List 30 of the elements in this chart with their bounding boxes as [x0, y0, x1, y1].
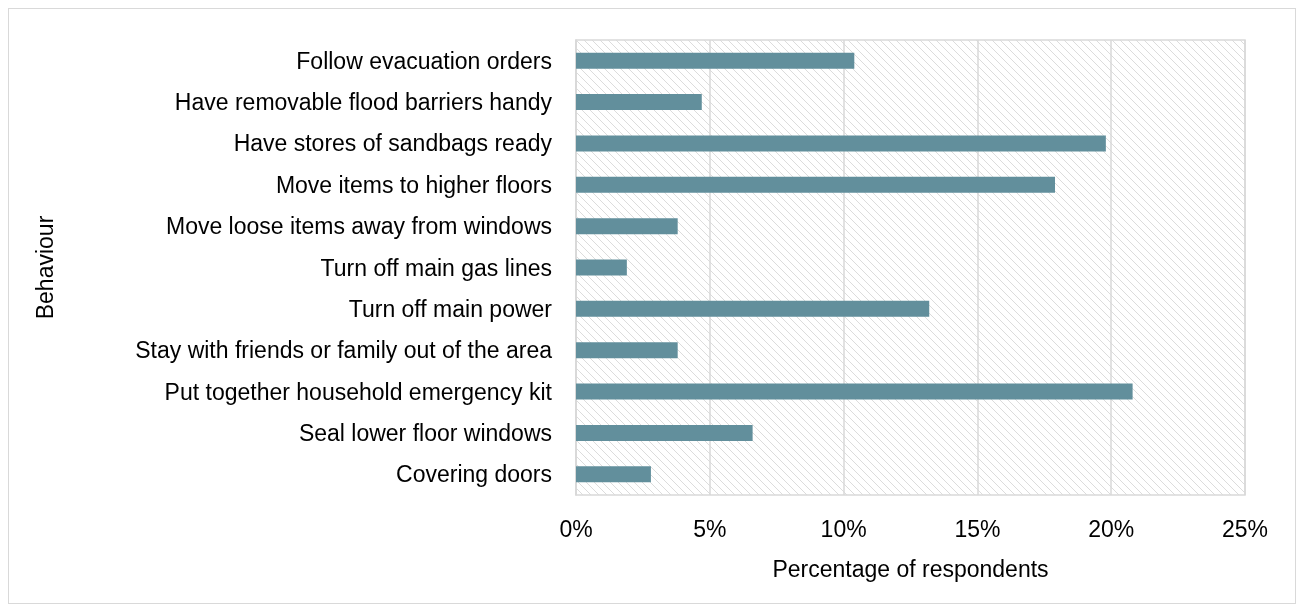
bar: [576, 300, 930, 317]
y-tick-label: Seal lower floor windows: [298, 419, 552, 446]
x-tick-label: 0%: [559, 515, 593, 542]
x-tick-label: 25%: [1221, 515, 1269, 542]
bar: [576, 342, 678, 359]
bar: [576, 259, 627, 276]
y-tick-label: Have removable flood barriers handy: [174, 89, 553, 116]
y-tick-label: Put together household emergency kit: [164, 378, 553, 405]
bar: [576, 424, 753, 441]
y-tick-label: Covering doors: [396, 461, 552, 488]
bar: [576, 94, 702, 111]
x-tick-label: 20%: [1088, 515, 1135, 542]
y-tick-label: Stay with friends or family out of the area: [135, 337, 553, 364]
y-tick-label: Follow evacuation orders: [296, 47, 552, 74]
y-tick-label: Turn off main power: [348, 295, 553, 322]
bar: [576, 218, 678, 235]
bar: [576, 135, 1106, 152]
x-tick-label: 10%: [820, 515, 867, 542]
x-tick-label: 5%: [693, 515, 727, 542]
x-axis-title: Percentage of respondents: [772, 555, 1049, 582]
bar: [576, 176, 1055, 193]
y-axis-title: Behaviour: [31, 215, 58, 320]
bar: [576, 383, 1133, 400]
y-tick-label: Move items to higher floors: [275, 171, 552, 198]
y-tick-label: Turn off main gas lines: [320, 254, 552, 281]
y-tick-label: Move loose items away from windows: [165, 213, 552, 240]
bar: [576, 466, 651, 483]
y-tick-label: Have stores of sandbags ready: [233, 130, 553, 157]
x-tick-label: 15%: [954, 515, 1001, 542]
bar: [576, 52, 855, 69]
